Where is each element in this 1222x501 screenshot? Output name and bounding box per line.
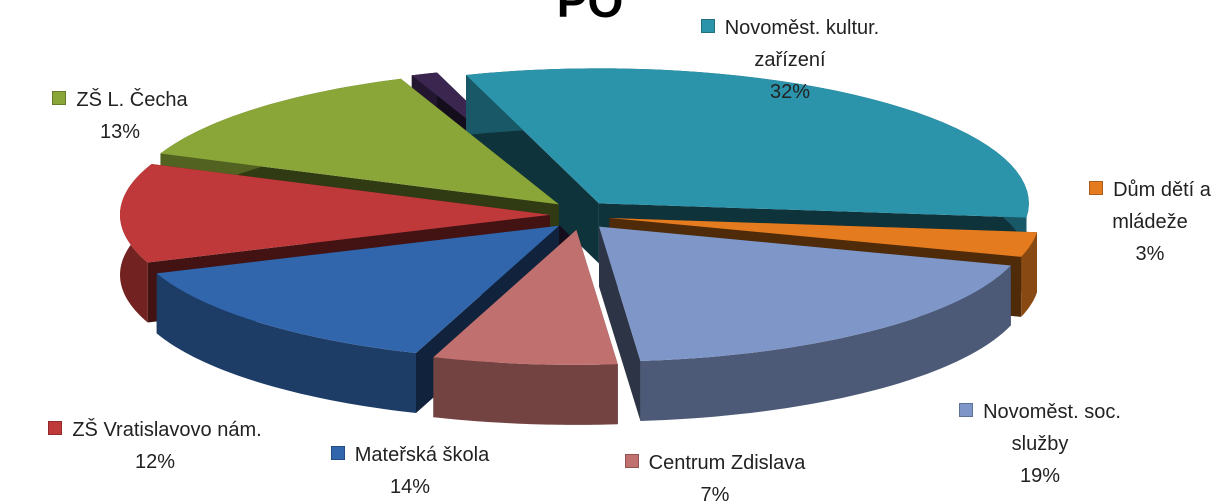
- slice: [599, 226, 1011, 361]
- value-label: 32%: [769, 81, 811, 103]
- category-label: Dům dětí a mládeže: [1112, 179, 1211, 233]
- legend-swatch: [700, 19, 715, 33]
- value-label: 14%: [389, 476, 431, 498]
- slice-side: [156, 273, 417, 414]
- data-label: Mateřská škola 14%: [260, 439, 560, 501]
- label-name: Novoměst. kultur. zařízení: [665, 12, 915, 76]
- data-label: Novoměst. soc. služby 19%: [940, 396, 1140, 492]
- category-label: Centrum Zdislava: [648, 452, 806, 474]
- legend-swatch: [624, 454, 639, 468]
- label-name: Dům dětí a mládeže: [1075, 174, 1222, 238]
- legend-swatch: [52, 91, 67, 105]
- data-label: Novoměst. kultur. zařízení 32%: [665, 12, 915, 108]
- legend-swatch: [48, 421, 63, 435]
- value-label: 3%: [1135, 243, 1165, 265]
- data-label: Dům dětí a mládeže 3%: [1075, 174, 1222, 270]
- value-label: 19%: [1019, 465, 1061, 487]
- slice: [599, 226, 1011, 421]
- chart-title: PO: [556, 0, 624, 27]
- category-label: ZŠ L. Čecha: [76, 89, 188, 111]
- value-label: 12%: [134, 451, 176, 473]
- value-label: 13%: [99, 121, 141, 143]
- legend-swatch: [330, 446, 345, 460]
- label-name: Centrum Zdislava: [565, 447, 865, 479]
- data-label: Centrum Zdislava 7%: [565, 447, 865, 501]
- slice: [433, 229, 618, 425]
- label-name: ZŠ L. Čecha: [0, 84, 270, 116]
- category-label: Novoměst. soc. služby: [983, 401, 1121, 455]
- slice-side: [640, 265, 1011, 421]
- label-name: Novoměst. soc. služby: [940, 396, 1140, 460]
- slice: [120, 164, 551, 263]
- slice-wall: [599, 226, 641, 421]
- data-label: ZŠ Vratislavovo nám. 12%: [5, 414, 305, 478]
- category-label: ZŠ Vratislavovo nám.: [72, 419, 262, 441]
- category-label: Mateřská škola: [354, 444, 490, 466]
- slice: [609, 217, 1038, 257]
- slice: [160, 78, 559, 205]
- data-label: ZŠ L. Čecha 13%: [0, 84, 270, 148]
- legend-swatch: [1089, 181, 1104, 195]
- slice-side: [433, 357, 618, 425]
- slice: [433, 229, 618, 365]
- slice-side: [1021, 232, 1038, 317]
- slice: [156, 225, 560, 354]
- label-name: ZŠ Vratislavovo nám.: [5, 414, 305, 446]
- value-label: 7%: [700, 484, 730, 501]
- slice: [466, 68, 1029, 218]
- category-label: Novoměst. kultur. zařízení: [724, 17, 880, 71]
- label-name: Mateřská škola: [260, 439, 560, 471]
- legend-swatch: [959, 403, 974, 417]
